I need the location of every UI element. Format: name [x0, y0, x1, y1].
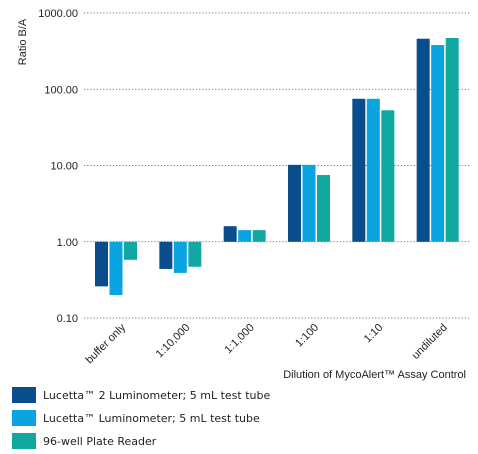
legend-swatch — [12, 387, 36, 403]
legend-label: Lucetta™ 2 Luminometer; 5 mL test tube — [43, 388, 271, 402]
x-tick-label: 1:100 — [293, 322, 321, 350]
y-tick-label: 10.00 — [50, 161, 78, 173]
bars — [95, 38, 459, 296]
x-axis-ticks: buffer only 1:10,000 1:1,000 1:100 1:10 undil… — [83, 321, 449, 366]
bar — [302, 164, 316, 242]
bar — [188, 241, 202, 267]
bar — [223, 226, 237, 242]
y-axis-label: Ratio B/A — [17, 18, 29, 65]
legend: Lucetta™ 2 Luminometer; 5 mL test tube L… — [12, 385, 270, 454]
legend-item: 96-well Plate Reader — [12, 431, 270, 451]
legend-item: Lucetta™ 2 Luminometer; 5 mL test tube — [12, 385, 270, 405]
x-axis-label: Dilution of MycoAlert™ Assay Control — [283, 369, 466, 381]
bar — [366, 98, 380, 242]
y-tick-label: 100.00 — [44, 84, 78, 96]
bar — [252, 230, 266, 242]
y-axis-ticks: 1000.00 100.00 10.00 1.00 0.10 — [38, 8, 78, 325]
legend-swatch — [12, 410, 36, 426]
bar — [109, 241, 123, 296]
x-tick-label: 1:10,000 — [154, 322, 193, 361]
bar — [381, 110, 395, 242]
y-tick-label: 1.00 — [57, 237, 78, 249]
y-tick-label: 1000.00 — [38, 8, 78, 20]
x-tick-label: 1:1,000 — [222, 322, 256, 356]
bar — [124, 241, 137, 260]
bar — [317, 175, 330, 242]
x-tick-label: undiluted — [410, 322, 450, 362]
legend-item: Lucetta™ Luminometer; 5 mL test tube — [12, 408, 270, 428]
bar — [431, 45, 445, 242]
bar — [288, 164, 301, 242]
bar — [173, 241, 187, 273]
bar — [352, 98, 366, 242]
bar — [95, 241, 108, 287]
grid-lines — [84, 12, 470, 319]
bar — [445, 38, 459, 242]
bar — [416, 38, 430, 242]
x-tick-label: buffer only — [83, 321, 128, 366]
legend-label: Lucetta™ Luminometer; 5 mL test tube — [43, 411, 260, 425]
x-tick-label: 1:10 — [362, 322, 386, 346]
bar — [238, 230, 252, 242]
legend-label: 96-well Plate Reader — [43, 434, 157, 448]
legend-swatch — [12, 433, 36, 449]
y-tick-label: 0.10 — [57, 313, 78, 325]
bar — [159, 241, 173, 269]
